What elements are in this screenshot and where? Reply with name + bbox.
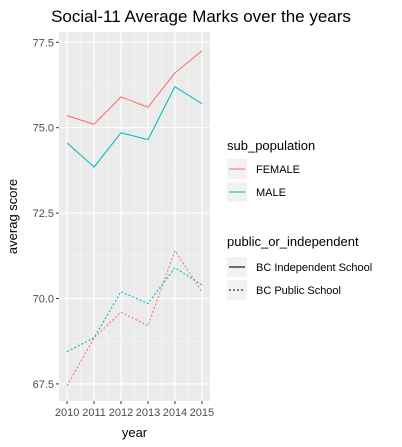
grid-minor [59, 32, 210, 401]
y-axis: 67.5 70.0 72.5 75.0 77.5 [33, 37, 59, 391]
series-line-male-public [66, 267, 203, 352]
y-axis-title: averag score [5, 179, 20, 254]
x-tick-label: 2014 [163, 407, 187, 419]
legend-label-independent: BC Independent School [256, 262, 372, 274]
x-tick-label: 2012 [109, 407, 133, 419]
y-tick-label: 70.0 [33, 294, 54, 306]
legend-title: sub_population [227, 138, 315, 153]
series-group [66, 50, 203, 386]
x-tick-label: 2013 [136, 407, 160, 419]
chart-title: Social-11 Average Marks over the years [51, 7, 351, 26]
x-tick-label: 2010 [55, 407, 79, 419]
legend-title: public_or_independent [227, 234, 359, 249]
legend-public-or-independent: public_or_independent BC Independent Sch… [227, 234, 372, 300]
series-line-male-independent [66, 86, 203, 168]
x-tick-label: 2011 [82, 407, 106, 419]
grid-major [59, 32, 210, 401]
y-tick-label: 72.5 [33, 208, 54, 220]
legend-sub-population: sub_population FEMALE MALE [227, 138, 315, 202]
x-tick-label: 2015 [190, 407, 214, 419]
legend-label-female: FEMALE [256, 164, 300, 176]
x-axis-title: year [122, 425, 148, 440]
y-tick-label: 75.0 [33, 123, 54, 135]
series-line-female-public [66, 250, 203, 386]
y-tick-label: 67.5 [33, 379, 54, 391]
y-tick-label: 77.5 [33, 37, 54, 49]
series-line-female-independent [66, 50, 203, 125]
x-axis: 2010 2011 2012 2013 2014 2015 [55, 401, 214, 419]
legend-label-public: BC Public School [256, 285, 341, 297]
legend-label-male: MALE [256, 187, 286, 199]
